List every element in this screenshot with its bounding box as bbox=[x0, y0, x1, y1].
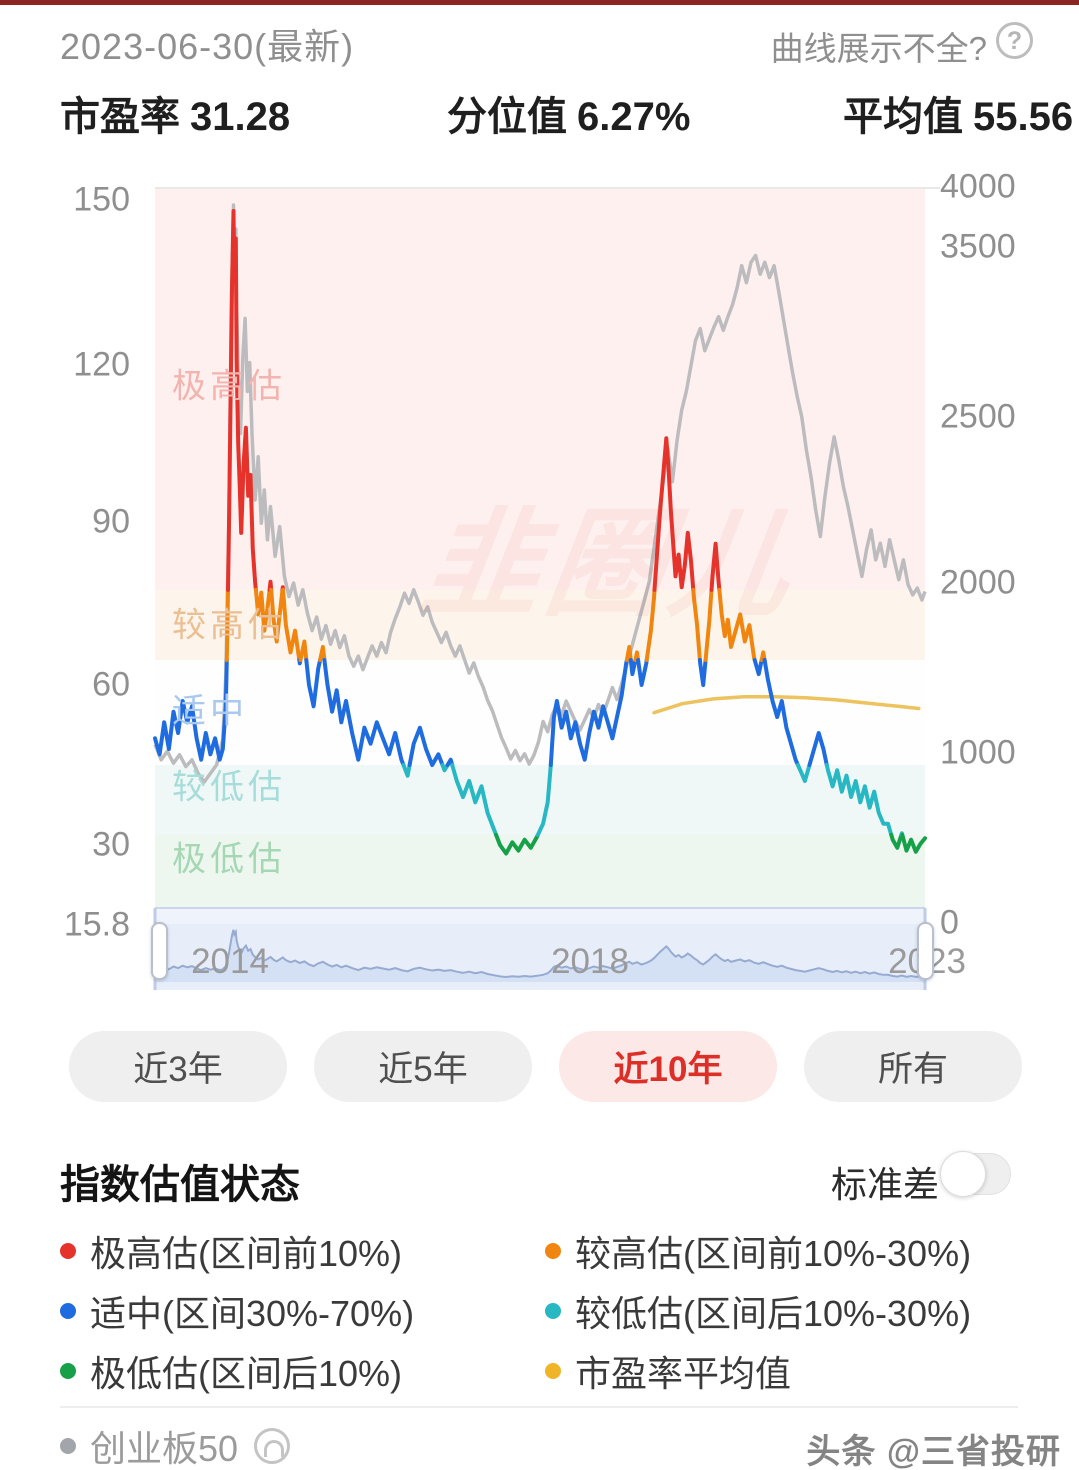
percentile-stat: 分位值 6.27% bbox=[447, 84, 690, 142]
y-axis-right-tick: 0 bbox=[940, 903, 959, 942]
y-axis-left-tick: 90 bbox=[92, 502, 130, 541]
zone-label: 较高估 bbox=[172, 606, 286, 645]
tab-10-years[interactable]: 近10年 bbox=[559, 1031, 777, 1102]
average-stat-label: 平均值 bbox=[843, 95, 963, 139]
y-axis-left-tick: 30 bbox=[92, 825, 130, 864]
legend-label: 适中(区间30%-70%) bbox=[90, 1293, 415, 1334]
y-axis-left-tick: 15.8 bbox=[63, 905, 130, 944]
pe-average-dot-icon bbox=[545, 1363, 561, 1379]
low-dot-icon bbox=[545, 1303, 561, 1319]
legend-item-low: 较低估(区间后10%-30%) bbox=[545, 1285, 971, 1337]
toggle-knob bbox=[940, 1151, 986, 1197]
percentile-stat-value: 6.27% bbox=[577, 95, 691, 139]
legend-label: 较高估(区间前10%-30%) bbox=[575, 1233, 972, 1274]
valuation-status-title: 指数估值状态 bbox=[60, 1163, 300, 1207]
legend-label: 较低估(区间后10%-30%) bbox=[575, 1293, 972, 1334]
zone-label: 极高估 bbox=[172, 367, 286, 406]
pe-line bbox=[153, 209, 927, 856]
average-stat-value: 55.56 bbox=[973, 95, 1074, 139]
pe-stat: 市盈率 31.28 bbox=[60, 84, 290, 142]
tab-all[interactable]: 所有 bbox=[804, 1031, 1022, 1102]
high-dot-icon bbox=[545, 1243, 561, 1259]
index-dot-icon bbox=[60, 1438, 76, 1454]
y-axis-left-tick: 150 bbox=[73, 180, 130, 219]
legend-item-high: 较高估(区间前10%-30%) bbox=[545, 1225, 971, 1277]
tab-5-years[interactable]: 近5年 bbox=[314, 1031, 532, 1102]
app-watermark: 韭圈儿 bbox=[414, 499, 805, 631]
std-deviation-label: 标准差 bbox=[831, 1164, 940, 1205]
y-axis-left-tick: 60 bbox=[92, 665, 130, 704]
index-selector-row[interactable]: 创业板50 bbox=[60, 1420, 291, 1470]
latest-date-label: 2023-06-30(最新) bbox=[60, 26, 355, 67]
moderate-dot-icon bbox=[60, 1303, 76, 1319]
legend-item-extreme-low: 极低估(区间后10%) bbox=[60, 1345, 402, 1397]
pe-stat-value: 31.28 bbox=[190, 95, 291, 139]
timeline-navigator[interactable] bbox=[155, 908, 925, 990]
pe-average-line bbox=[652, 694, 921, 715]
pe-stat-label: 市盈率 bbox=[60, 95, 180, 139]
footer-watermark: 头条 @三省投研 bbox=[806, 1433, 1061, 1470]
legend-item-moderate: 适中(区间30%-70%) bbox=[60, 1285, 414, 1337]
valuation-bands bbox=[155, 188, 925, 908]
legend-label: 市盈率平均值 bbox=[575, 1353, 792, 1394]
y-axis-right-tick: 2000 bbox=[940, 563, 1016, 602]
navigator-left-handle[interactable] bbox=[151, 922, 168, 980]
y-axis-right-tick: 3500 bbox=[940, 227, 1016, 266]
legend-label: 极高估(区间前10%) bbox=[90, 1233, 403, 1274]
y-axis-left-tick: 120 bbox=[73, 345, 130, 384]
percentile-stat-label: 分位值 bbox=[447, 95, 567, 139]
zone-label: 适中 bbox=[172, 692, 248, 731]
std-deviation-toggle[interactable] bbox=[940, 1151, 1011, 1197]
help-question-icon[interactable]: ? bbox=[996, 22, 1033, 59]
zone-label: 极低估 bbox=[172, 840, 286, 879]
top-banner-strip bbox=[0, 0, 1079, 5]
zone-label: 较低估 bbox=[172, 768, 286, 807]
average-stat: 平均值 55.56 bbox=[843, 84, 1073, 142]
legend-divider bbox=[60, 1406, 1018, 1408]
index-price-line bbox=[153, 203, 927, 784]
extreme-high-dot-icon bbox=[60, 1243, 76, 1259]
y-axis-right-tick: 2500 bbox=[940, 397, 1016, 436]
curve-incomplete-notice: 曲线展示不全? bbox=[770, 30, 987, 67]
extreme-low-dot-icon bbox=[60, 1363, 76, 1379]
tab-3-years[interactable]: 近3年 bbox=[69, 1031, 287, 1102]
navigator-right-handle[interactable] bbox=[917, 922, 934, 980]
legend-item-extreme-high: 极高估(区间前10%) bbox=[60, 1225, 402, 1277]
index-name-label: 创业板50 bbox=[90, 1428, 239, 1469]
y-axis-right-tick: 1000 bbox=[940, 733, 1016, 772]
y-axis-right-tick: 4000 bbox=[940, 167, 1016, 206]
switch-index-icon[interactable] bbox=[254, 1428, 291, 1464]
legend-label: 极低估(区间后10%) bbox=[90, 1353, 403, 1394]
legend-item-pe-average: 市盈率平均值 bbox=[545, 1345, 791, 1397]
